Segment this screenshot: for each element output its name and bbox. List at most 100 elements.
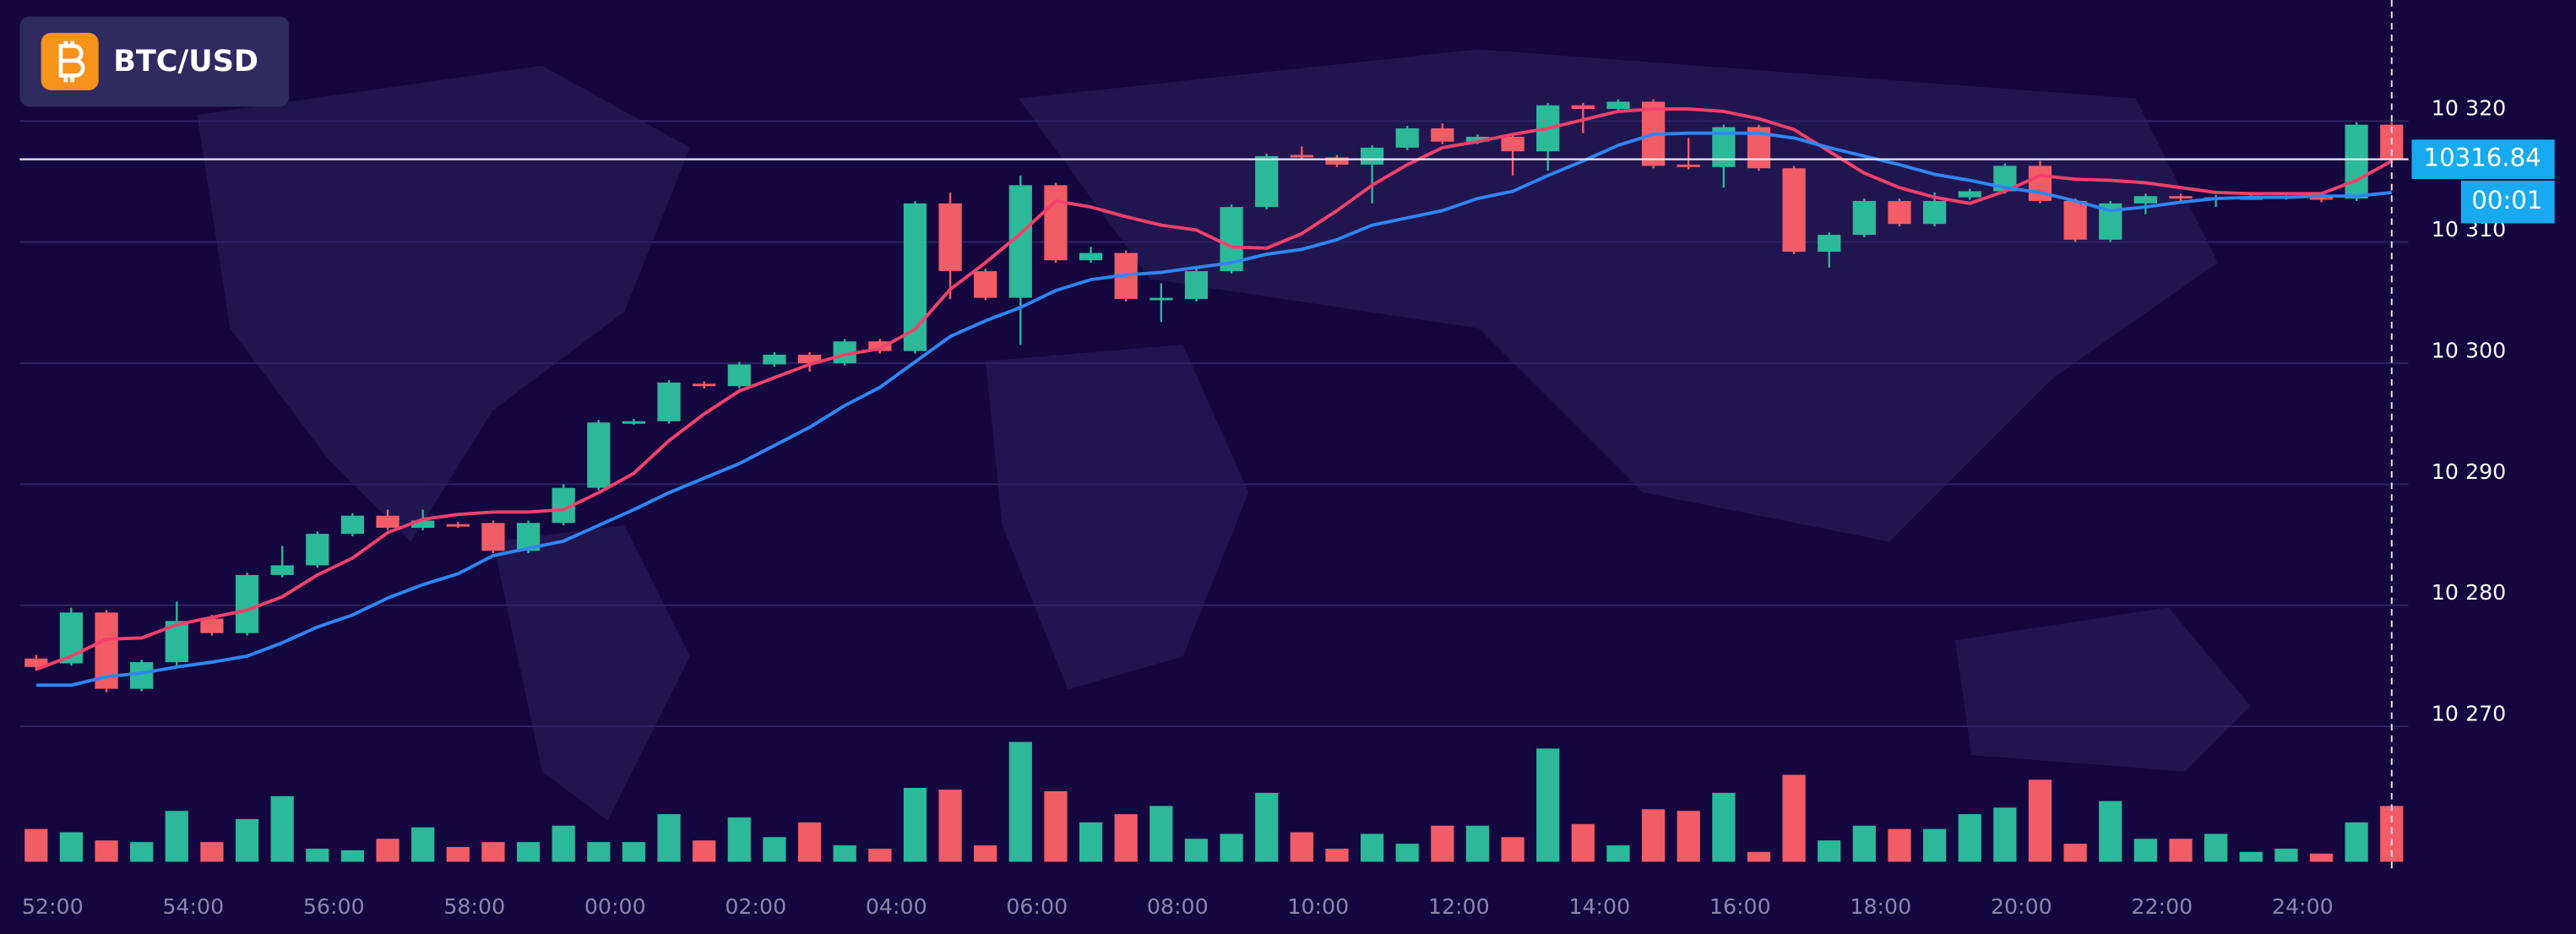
last-price-box xyxy=(2411,139,2555,179)
volume-bar xyxy=(516,842,541,862)
candle-body xyxy=(868,341,892,351)
volume-bar xyxy=(2099,801,2122,862)
volume-bar xyxy=(24,828,48,862)
volume-bar xyxy=(1360,834,1384,862)
candle-body xyxy=(446,524,470,527)
candle-body xyxy=(1677,164,1700,167)
volume-bar xyxy=(1993,807,2017,862)
volume-bar xyxy=(95,840,118,862)
x-tick-label: 20:00 xyxy=(1991,894,2052,919)
volume-bar xyxy=(59,832,84,862)
volume-bar xyxy=(1114,814,1138,862)
candle-body xyxy=(1888,200,1911,225)
volume-bar xyxy=(1747,851,1771,862)
moving-average-line xyxy=(35,131,2392,687)
volume-bar xyxy=(868,848,892,862)
volume-bar xyxy=(1255,792,1279,862)
world-map xyxy=(197,49,2251,821)
bitcoin-glyph xyxy=(58,41,85,83)
volume-bar xyxy=(1501,837,1524,862)
y-tick-label: 10 280 xyxy=(2432,580,2506,605)
volume-bar xyxy=(2063,844,2087,862)
candle-body xyxy=(1325,157,1349,165)
volume-bar xyxy=(1677,811,1700,862)
candle-body xyxy=(2345,124,2368,199)
volume-bar xyxy=(833,845,856,862)
candle-body xyxy=(938,203,962,272)
candle-body xyxy=(1184,271,1209,300)
y-tick-label: 10 320 xyxy=(2432,96,2506,121)
x-tick-label: 22:00 xyxy=(2131,894,2193,919)
candle-body xyxy=(1958,191,1981,198)
volume-bar xyxy=(1922,828,1947,862)
candle-body xyxy=(903,203,927,351)
candle-body xyxy=(2063,200,2087,240)
candle-body xyxy=(1395,128,1419,148)
volume-bar xyxy=(1888,828,1911,862)
volume-bar xyxy=(2239,851,2263,862)
x-tick-label: 56:00 xyxy=(303,894,365,919)
timer-label: 00:01 xyxy=(2471,186,2542,214)
candle-body xyxy=(727,364,751,387)
x-tick-label: 10:00 xyxy=(1287,894,1349,919)
volume-bar xyxy=(1536,748,1560,862)
candle-body xyxy=(1571,105,1595,110)
volume-bar xyxy=(200,842,224,862)
volume-bar xyxy=(1325,848,1349,862)
volume-bar xyxy=(1044,790,1068,862)
volume-bar xyxy=(1290,832,1313,862)
volume-bar xyxy=(1220,834,1243,862)
chart-title: BTC/USD xyxy=(113,45,258,79)
candle-body xyxy=(1818,235,1841,253)
x-tick-label: 04:00 xyxy=(866,894,927,919)
volume-bar xyxy=(2345,822,2368,862)
volume-bar xyxy=(1818,840,1841,862)
candle-body xyxy=(693,383,716,387)
grid xyxy=(19,120,2409,728)
candle-body xyxy=(1079,253,1103,261)
volume-bar xyxy=(2309,853,2334,862)
volume-bar xyxy=(1712,792,1736,862)
x-tick-label: 12:00 xyxy=(1428,894,1490,919)
timer-box xyxy=(2460,180,2555,224)
x-tick-label: 00:00 xyxy=(584,894,646,919)
volume-bar xyxy=(797,822,822,862)
x-tick-label: 16:00 xyxy=(1709,894,1771,919)
symbol-box: BTC/USD xyxy=(19,16,290,107)
volume-bar xyxy=(1465,825,1490,862)
volume-bar xyxy=(1852,825,1876,862)
volume-bar xyxy=(411,827,435,862)
volume-bar xyxy=(1958,814,1981,862)
candle-body xyxy=(1501,136,1524,152)
volume-bar xyxy=(130,842,154,862)
volume-bar xyxy=(1395,844,1419,862)
volume-bar xyxy=(1079,822,1103,862)
volume-bar xyxy=(340,850,365,862)
candle-body xyxy=(763,355,786,365)
volume-bar xyxy=(727,817,751,862)
x-tick-label: 08:00 xyxy=(1147,894,1209,919)
candle-body xyxy=(306,534,329,566)
x-tick-label: 14:00 xyxy=(1568,894,1630,919)
volume-bar xyxy=(974,845,997,862)
candle-body xyxy=(587,422,611,488)
candle-body xyxy=(481,523,505,551)
x-tick-label: 58:00 xyxy=(443,894,505,919)
candle-body xyxy=(797,355,822,364)
candle-body xyxy=(2309,196,2334,200)
volume-bar xyxy=(165,811,188,862)
x-tick-label: 06:00 xyxy=(1006,894,1068,919)
y-tick-label: 10 290 xyxy=(2432,459,2506,484)
volume-bar xyxy=(2028,779,2052,862)
volume-bar xyxy=(1606,845,1630,862)
volume-bar xyxy=(235,818,259,862)
last-price-label: 10316.84 xyxy=(2424,144,2541,172)
volume-bar xyxy=(446,846,470,862)
candle-body xyxy=(657,382,681,421)
candle-body xyxy=(235,574,259,633)
candle-body xyxy=(2133,196,2157,204)
volume-bar xyxy=(1008,741,1032,862)
volume-bar xyxy=(306,848,329,862)
volume-bar xyxy=(903,788,927,862)
